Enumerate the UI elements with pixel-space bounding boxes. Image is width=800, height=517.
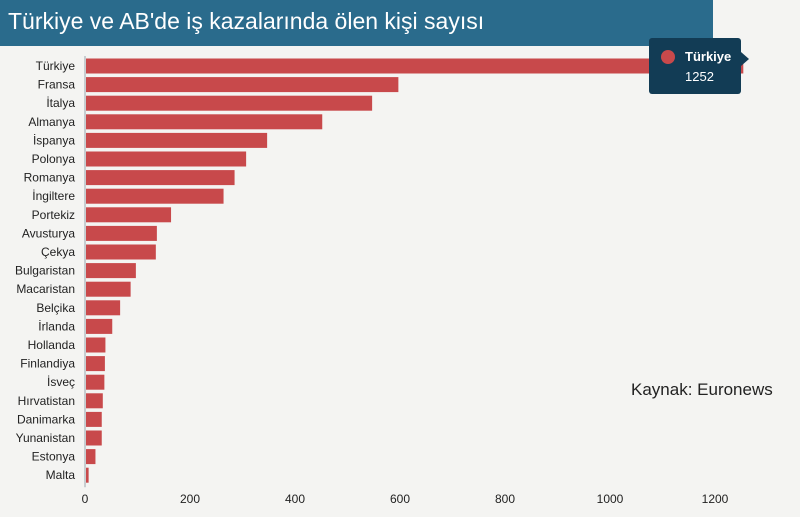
bar[interactable] bbox=[86, 170, 235, 186]
category-label: Türkiye bbox=[36, 59, 76, 73]
x-tick-label: 800 bbox=[495, 492, 515, 506]
series-color-dot bbox=[661, 50, 675, 64]
category-label: Macaristan bbox=[16, 282, 75, 296]
bar[interactable] bbox=[86, 132, 268, 148]
category-label: Belçika bbox=[36, 301, 75, 315]
category-label: Hırvatistan bbox=[18, 394, 75, 408]
tooltip-value: 1252 bbox=[685, 69, 714, 84]
bar[interactable] bbox=[86, 244, 156, 260]
chart-title: Türkiye ve AB'de iş kazalarında ölen kiş… bbox=[8, 8, 485, 34]
bar[interactable] bbox=[86, 374, 105, 390]
bar[interactable] bbox=[86, 207, 172, 223]
category-label: İtalya bbox=[46, 96, 75, 110]
x-tick-label: 600 bbox=[390, 492, 410, 506]
bar[interactable] bbox=[86, 188, 224, 204]
category-label: Danimarka bbox=[17, 412, 75, 426]
category-label: Avusturya bbox=[22, 226, 75, 240]
title-bar: Türkiye ve AB'de iş kazalarında ölen kiş… bbox=[0, 0, 713, 46]
bar[interactable] bbox=[86, 300, 121, 316]
category-label: Yunanistan bbox=[16, 431, 75, 445]
source-note: Kaynak: Euronews bbox=[631, 380, 773, 399]
category-label: İrlanda bbox=[38, 319, 75, 333]
category-label: Çekya bbox=[41, 245, 75, 259]
bar[interactable] bbox=[86, 411, 102, 427]
bar[interactable] bbox=[86, 114, 323, 130]
category-label: Fransa bbox=[38, 78, 76, 92]
category-label: İsveç bbox=[47, 375, 75, 389]
category-label: İspanya bbox=[33, 133, 75, 147]
category-label: İngiltere bbox=[32, 189, 75, 203]
x-tick-label: 1000 bbox=[597, 492, 624, 506]
bar[interactable] bbox=[86, 318, 113, 334]
bar[interactable] bbox=[86, 337, 106, 353]
category-label: Estonya bbox=[32, 450, 76, 464]
bar[interactable] bbox=[86, 58, 744, 74]
bar[interactable] bbox=[86, 467, 89, 483]
category-label: Bulgaristan bbox=[15, 264, 75, 278]
bar[interactable] bbox=[86, 151, 247, 167]
x-tick-label: 1200 bbox=[702, 492, 729, 506]
category-label: Romanya bbox=[24, 171, 76, 185]
bar[interactable] bbox=[86, 449, 96, 465]
bar[interactable] bbox=[86, 281, 131, 297]
bar[interactable] bbox=[86, 263, 136, 279]
category-label: Hollanda bbox=[28, 338, 76, 352]
category-label: Finlandiya bbox=[20, 357, 75, 371]
bar[interactable] bbox=[86, 356, 105, 372]
bar[interactable] bbox=[86, 393, 103, 409]
bar[interactable] bbox=[86, 225, 157, 241]
category-label: Malta bbox=[46, 468, 76, 482]
category-label: Almanya bbox=[28, 115, 75, 129]
x-tick-label: 400 bbox=[285, 492, 305, 506]
bar[interactable] bbox=[86, 77, 399, 93]
tooltip-category: Türkiye bbox=[685, 49, 732, 64]
bar[interactable] bbox=[86, 95, 373, 111]
category-label: Polonya bbox=[32, 152, 76, 166]
bar[interactable] bbox=[86, 430, 102, 446]
hover-tooltip: Türkiye 1252 bbox=[649, 38, 749, 94]
x-tick-label: 200 bbox=[180, 492, 200, 506]
category-label: Portekiz bbox=[32, 208, 75, 222]
x-tick-label: 0 bbox=[82, 492, 89, 506]
